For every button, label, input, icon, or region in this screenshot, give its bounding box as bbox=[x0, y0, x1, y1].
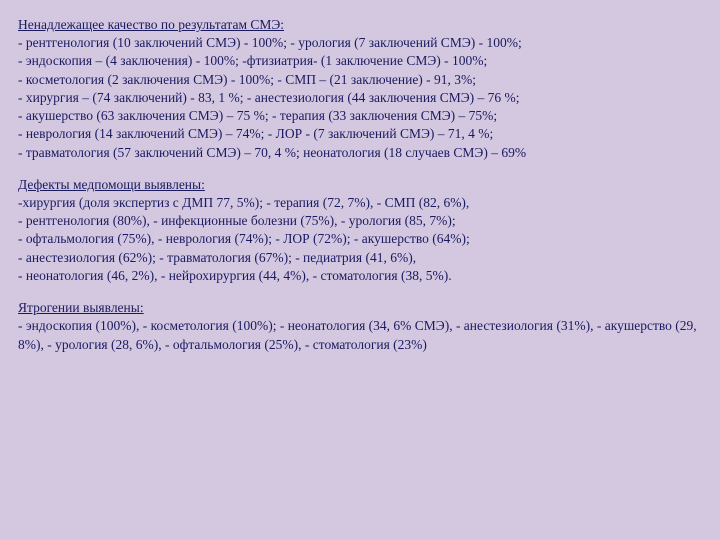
heading-defects: Дефекты медпомощи выявлены: bbox=[18, 177, 205, 192]
body-quality: - рентгенология (10 заключений СМЭ) - 10… bbox=[18, 35, 526, 159]
heading-iatrogenic: Ятрогении выявлены: bbox=[18, 300, 144, 315]
section-defects: Дефекты медпомощи выявлены: -хирургия (д… bbox=[18, 176, 702, 285]
section-quality: Ненадлежащее качество по результатам СМЭ… bbox=[18, 16, 702, 162]
body-iatrogenic: - эндоскопия (100%), - косметология (100… bbox=[18, 318, 697, 351]
heading-quality: Ненадлежащее качество по результатам СМЭ… bbox=[18, 17, 284, 32]
section-iatrogenic: Ятрогении выявлены: - эндоскопия (100%),… bbox=[18, 299, 702, 354]
body-defects: -хирургия (доля экспертиз с ДМП 77, 5%);… bbox=[18, 195, 470, 283]
